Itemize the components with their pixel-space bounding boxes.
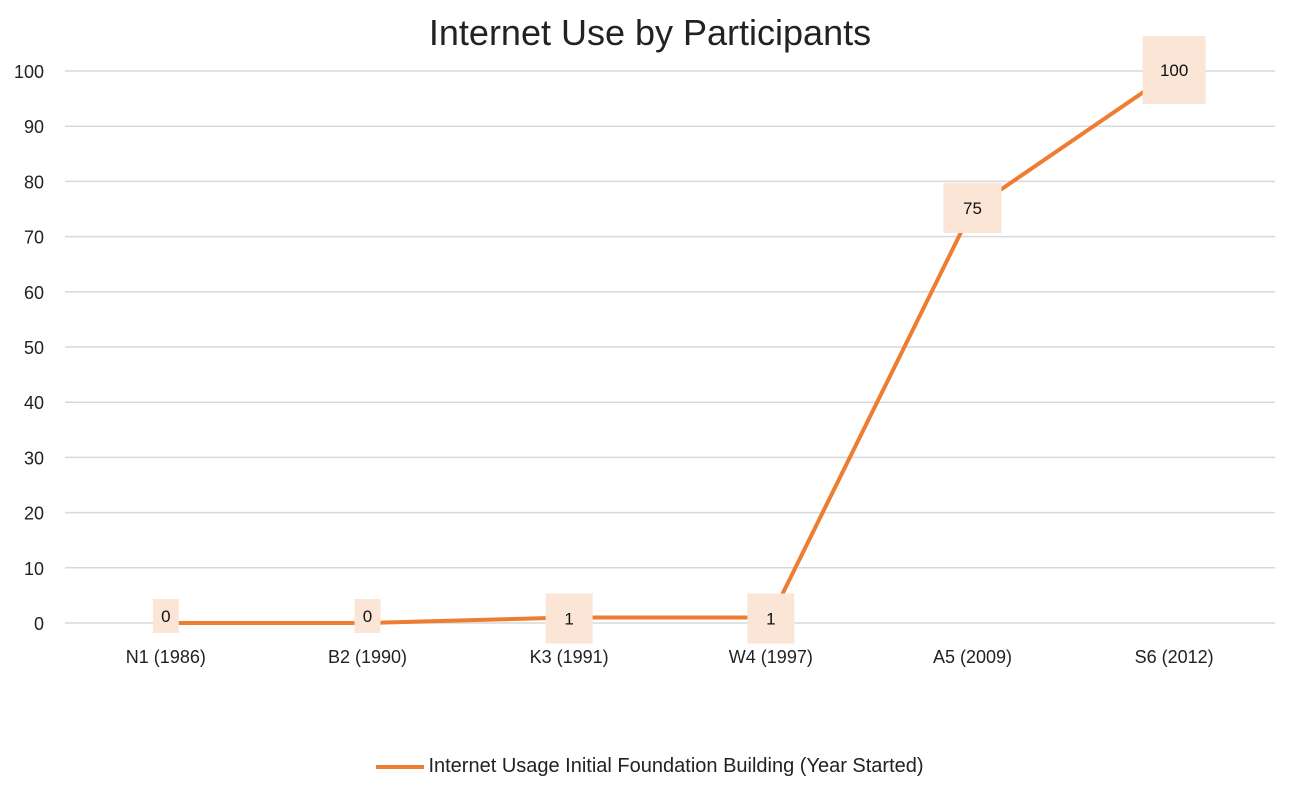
y-tick-label: 50: [24, 338, 44, 358]
x-tick-label: K3 (1991): [530, 647, 609, 667]
legend-label: Internet Usage Initial Foundation Buildi…: [428, 755, 924, 777]
data-label-box: [152, 599, 179, 633]
y-tick-label: 70: [24, 228, 44, 248]
x-tick-label: B2 (1990): [328, 647, 407, 667]
x-tick-label: S6 (2012): [1135, 647, 1214, 667]
data-label: 1: [564, 609, 573, 628]
legend: Internet Usage Initial Foundation Buildi…: [0, 755, 1300, 778]
y-tick-label: 40: [24, 393, 44, 413]
data-label: 100: [1160, 61, 1188, 80]
y-tick-label: 100: [14, 62, 44, 82]
chart-title: Internet Use by Participants: [428, 12, 872, 53]
data-label: 0: [363, 607, 372, 626]
y-tick-label: 20: [24, 504, 44, 524]
legend-line-swatch: [376, 764, 425, 769]
y-tick-label: 80: [24, 172, 44, 192]
data-label-box: [354, 599, 381, 633]
y-tick-label: 60: [24, 283, 44, 303]
data-label: 75: [963, 199, 982, 218]
data-label-box: [943, 183, 1002, 233]
x-tick-label: W4 (1997): [729, 647, 813, 667]
data-label-box: [545, 593, 593, 644]
x-tick-label: N1 (1986): [126, 647, 206, 667]
y-tick-label: 10: [24, 559, 44, 579]
y-tick-label: 90: [24, 117, 44, 137]
data-label-box: [747, 593, 795, 644]
y-tick-label: 0: [34, 614, 44, 634]
series-line: [163, 69, 1177, 625]
data-label-box: [1142, 36, 1206, 104]
data-label: 1: [766, 609, 775, 628]
data-label: 0: [161, 607, 170, 626]
x-tick-label: A5 (2009): [933, 647, 1012, 667]
y-tick-label: 30: [24, 448, 44, 468]
